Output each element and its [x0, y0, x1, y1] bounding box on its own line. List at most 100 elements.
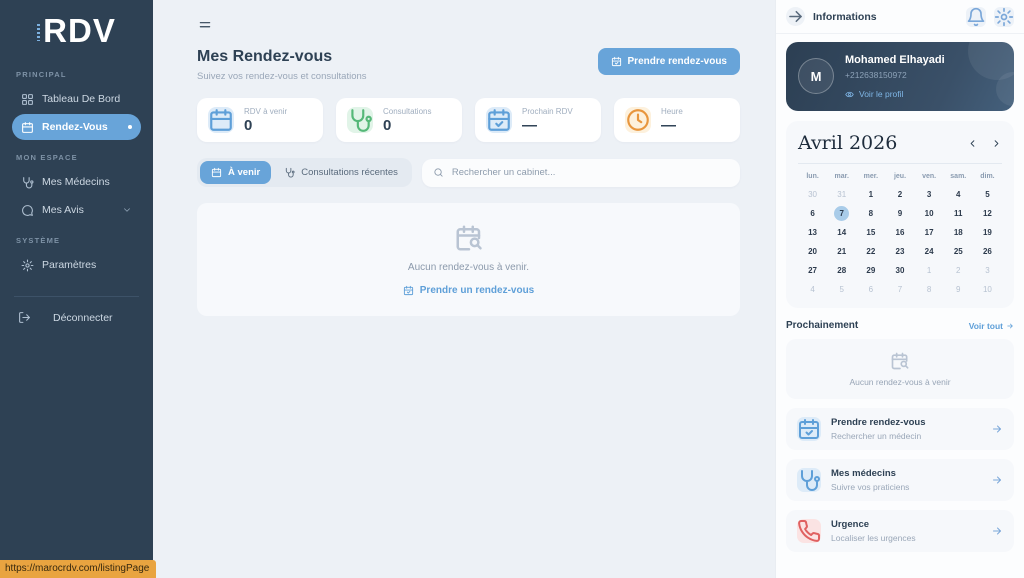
profile-name: Mohamed Elhayadi — [845, 54, 945, 66]
calendar-day[interactable]: 6 — [868, 285, 874, 294]
calendar-day[interactable]: 9 — [897, 209, 903, 218]
calendar-day[interactable]: 5 — [839, 285, 844, 294]
menu-icon[interactable] — [197, 18, 213, 32]
upcoming-empty-message: Aucun rendez-vous à venir — [849, 377, 951, 387]
upcoming-empty-state: Aucun rendez-vous à venir — [786, 339, 1014, 399]
calendar-day[interactable]: 13 — [808, 228, 818, 237]
nav-section-label: SYSTÈME — [16, 236, 61, 245]
see-all-link[interactable]: Voir tout — [969, 321, 1014, 331]
calendar-day[interactable]: 4 — [810, 285, 815, 294]
calendar-days-grid: 30 31 1 2 3 4 5 6 7 8 9 10 11 12 13 14 15 16 17 18 19 20 21 22 2… — [798, 185, 1002, 299]
calendar-day[interactable]: 11 — [954, 209, 963, 218]
calendar-month-label: Avril 2026 — [798, 132, 898, 154]
calendar-day[interactable]: 10 — [982, 285, 992, 294]
stethoscope-icon — [284, 167, 295, 178]
stat-value: 0 — [244, 117, 253, 134]
empty-book-label: Prendre un rendez-vous — [419, 285, 535, 296]
calendar-day[interactable]: 21 — [837, 247, 847, 256]
calendar-day[interactable]: 7 — [897, 285, 903, 294]
stat-card-rdv-à-venir: RDV à venir 0 — [197, 98, 323, 142]
arrow-right-icon — [1006, 322, 1014, 330]
calendar-day[interactable]: 30 — [808, 190, 818, 199]
tab-label: Consultations récentes — [301, 167, 398, 178]
calendar-day[interactable]: 23 — [895, 247, 905, 256]
calendar-day[interactable]: 8 — [868, 209, 874, 218]
calendar-day[interactable]: 2 — [897, 190, 903, 199]
calendar-day[interactable]: 2 — [956, 266, 961, 275]
search-icon — [433, 167, 444, 178]
calendar-day[interactable]: 27 — [808, 266, 818, 275]
calendar-day-selected[interactable]: 7 — [827, 204, 856, 223]
action-card-prendre-rendez-vous[interactable]: Prendre rendez-vous Rechercher un médeci… — [786, 408, 1014, 450]
book-appointment-button[interactable]: Prendre rendez-vous — [597, 48, 740, 75]
sidebar-item-mes-médecins[interactable]: Mes Médecins — [12, 169, 141, 195]
info-panel-header: Informations — [776, 0, 1024, 34]
sidebar-item-mes-avis[interactable]: Mes Avis — [12, 197, 141, 223]
calendar-day[interactable]: 31 — [837, 190, 847, 199]
calendar-day[interactable]: 14 — [837, 228, 847, 237]
calendar-day[interactable]: 17 — [924, 228, 934, 237]
calendar-day[interactable]: 20 — [808, 247, 818, 256]
calendar-divider — [798, 163, 1002, 164]
calendar-day-header: lun. — [806, 173, 819, 180]
tab-group: À venir Consultations récentes — [197, 158, 412, 187]
collapse-panel-button[interactable] — [786, 7, 805, 26]
calendar-day[interactable]: 18 — [953, 228, 963, 237]
action-card-mes-médecins[interactable]: Mes médecins Suivre vos praticiens — [786, 459, 1014, 501]
sidebar-item-tableau-de-bord[interactable]: Tableau De Bord — [12, 86, 141, 112]
calendar-day[interactable]: 24 — [924, 247, 934, 256]
action-card-urgence[interactable]: Urgence Localiser les urgences — [786, 510, 1014, 552]
view-profile-link[interactable]: Voir le profil — [845, 89, 945, 99]
nav-section-label: MON ESPACE — [16, 153, 78, 162]
logout-button[interactable]: Déconnecter — [12, 311, 141, 324]
action-title: Prendre rendez-vous — [831, 417, 926, 428]
calendar-day[interactable]: 26 — [982, 247, 992, 256]
calendar-day[interactable]: 3 — [985, 266, 990, 275]
stat-label: Prochain RDV — [522, 107, 573, 116]
calendar-day[interactable]: 25 — [953, 247, 963, 256]
calendar-day[interactable]: 16 — [895, 228, 905, 237]
tab-à-venir[interactable]: À venir — [200, 161, 272, 184]
grid-icon — [21, 93, 34, 106]
calendar-day[interactable]: 29 — [866, 266, 876, 275]
sidebar-item-label: Mes Avis — [42, 204, 84, 216]
search-input[interactable] — [451, 167, 729, 178]
view-profile-label: Voir le profil — [859, 89, 904, 99]
sidebar-nav: PRINCIPAL Tableau De Bord Rendez-Vous MON… — [12, 57, 141, 280]
calendar-day[interactable]: 22 — [866, 247, 876, 256]
calendar-day[interactable]: 10 — [924, 209, 934, 218]
calendar-widget: Avril 2026 lun. mar. mer. jeu. ven. sam. dim. … — [786, 121, 1014, 308]
calendar-day[interactable]: 4 — [956, 190, 961, 199]
calendar-day[interactable]: 12 — [982, 209, 992, 218]
calendar-day[interactable]: 19 — [982, 228, 992, 237]
empty-book-link[interactable]: Prendre un rendez-vous — [403, 285, 534, 296]
calendar-day[interactable]: 15 — [866, 228, 876, 237]
calendar-day-header: sam. — [950, 173, 967, 180]
calendar-day[interactable]: 30 — [895, 266, 905, 275]
appointments-empty-state: Aucun rendez-vous à venir. Prendre un re… — [197, 203, 740, 316]
calendar-day[interactable]: 3 — [926, 190, 932, 199]
sidebar-item-rendez-vous[interactable]: Rendez-Vous — [12, 114, 141, 140]
calendar-prev-button[interactable] — [967, 138, 978, 149]
calendar-day[interactable]: 1 — [868, 190, 874, 199]
calendar-next-button[interactable] — [991, 138, 1002, 149]
calendar-day[interactable]: 6 — [810, 209, 815, 218]
logo-mark — [37, 24, 41, 41]
tab-consultations-récentes[interactable]: Consultations récentes — [273, 161, 409, 184]
calendar-icon — [21, 121, 34, 134]
calendar-day[interactable]: 1 — [926, 266, 932, 275]
sidebar-item-paramètres[interactable]: Paramètres — [12, 252, 141, 278]
calendar-day[interactable]: 9 — [956, 285, 961, 294]
calendar-day[interactable]: 8 — [926, 285, 932, 294]
settings-button[interactable] — [994, 6, 1014, 27]
stat-card-consultations: Consultations 0 — [336, 98, 462, 142]
stats-row: RDV à venir 0 Consultations 0 Prochain R… — [197, 98, 740, 142]
notifications-button[interactable] — [966, 6, 986, 27]
calendar-day[interactable]: 5 — [985, 190, 990, 199]
calendar-day[interactable]: 28 — [837, 266, 847, 275]
calendar-icon — [208, 107, 234, 133]
stat-card-heure: Heure — — [614, 98, 740, 142]
main-content: Mes Rendez-vous Suivez vos rendez-vous e… — [153, 0, 775, 578]
gear-icon — [21, 259, 34, 272]
stat-label: Consultations — [383, 107, 432, 116]
